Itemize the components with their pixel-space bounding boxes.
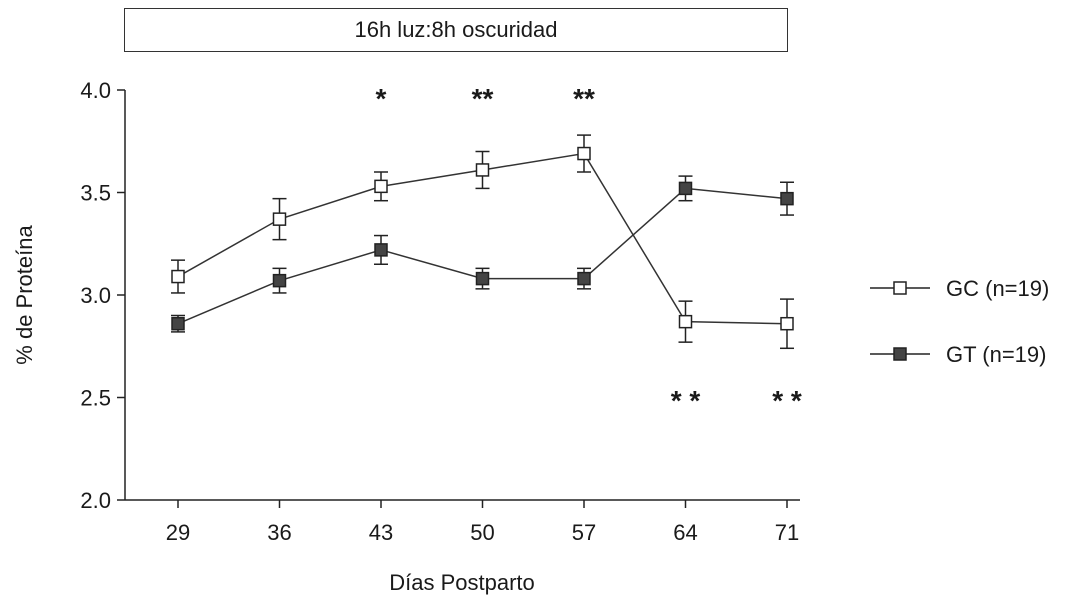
data-point-1-6	[780, 191, 794, 206]
data-point-0-5	[678, 314, 693, 329]
y-tick-label-0: 2.0	[80, 488, 111, 513]
significance-marker-4: * *	[772, 385, 802, 416]
x-tick-label-0: 29	[166, 520, 190, 545]
y-axis-label: % de Proteína	[12, 225, 37, 365]
data-point-1-0	[171, 316, 185, 331]
y-tick-label-4: 4.0	[80, 78, 111, 103]
significance-marker-1: **	[472, 83, 494, 114]
chart-title: 16h luz:8h oscuridad	[124, 8, 788, 52]
x-tick-label-6: 71	[775, 520, 799, 545]
legend-label-0: GC (n=19)	[946, 276, 1049, 301]
series-line-1	[177, 187, 788, 325]
legend-marker-0	[893, 281, 907, 295]
data-point-0-1	[272, 212, 287, 226]
x-tick-label-1: 36	[267, 520, 291, 545]
x-tick-label-4: 57	[572, 520, 596, 545]
legend-label-1: GT (n=19)	[946, 342, 1046, 367]
data-point-1-3	[475, 271, 490, 286]
data-point-1-4	[577, 271, 591, 286]
data-point-0-6	[780, 316, 794, 331]
significance-marker-0: *	[376, 83, 387, 114]
legend-marker-1	[893, 347, 907, 361]
x-tick-label-5: 64	[673, 520, 697, 545]
data-point-1-1	[272, 273, 287, 288]
data-point-0-0	[171, 269, 185, 284]
y-tick-label-2: 3.0	[80, 283, 111, 308]
data-point-0-3	[475, 163, 490, 177]
significance-marker-2: **	[573, 83, 595, 114]
x-axis-label: Días Postparto	[389, 570, 535, 595]
y-tick-label-3: 3.5	[80, 181, 111, 206]
significance-marker-3: * *	[671, 385, 701, 416]
y-tick-label-1: 2.5	[80, 386, 111, 411]
x-tick-label-3: 50	[470, 520, 494, 545]
data-point-1-5	[678, 181, 693, 196]
x-tick-label-2: 43	[369, 520, 393, 545]
data-point-1-2	[374, 243, 388, 257]
data-point-0-2	[374, 179, 388, 194]
data-point-0-4	[577, 146, 591, 161]
